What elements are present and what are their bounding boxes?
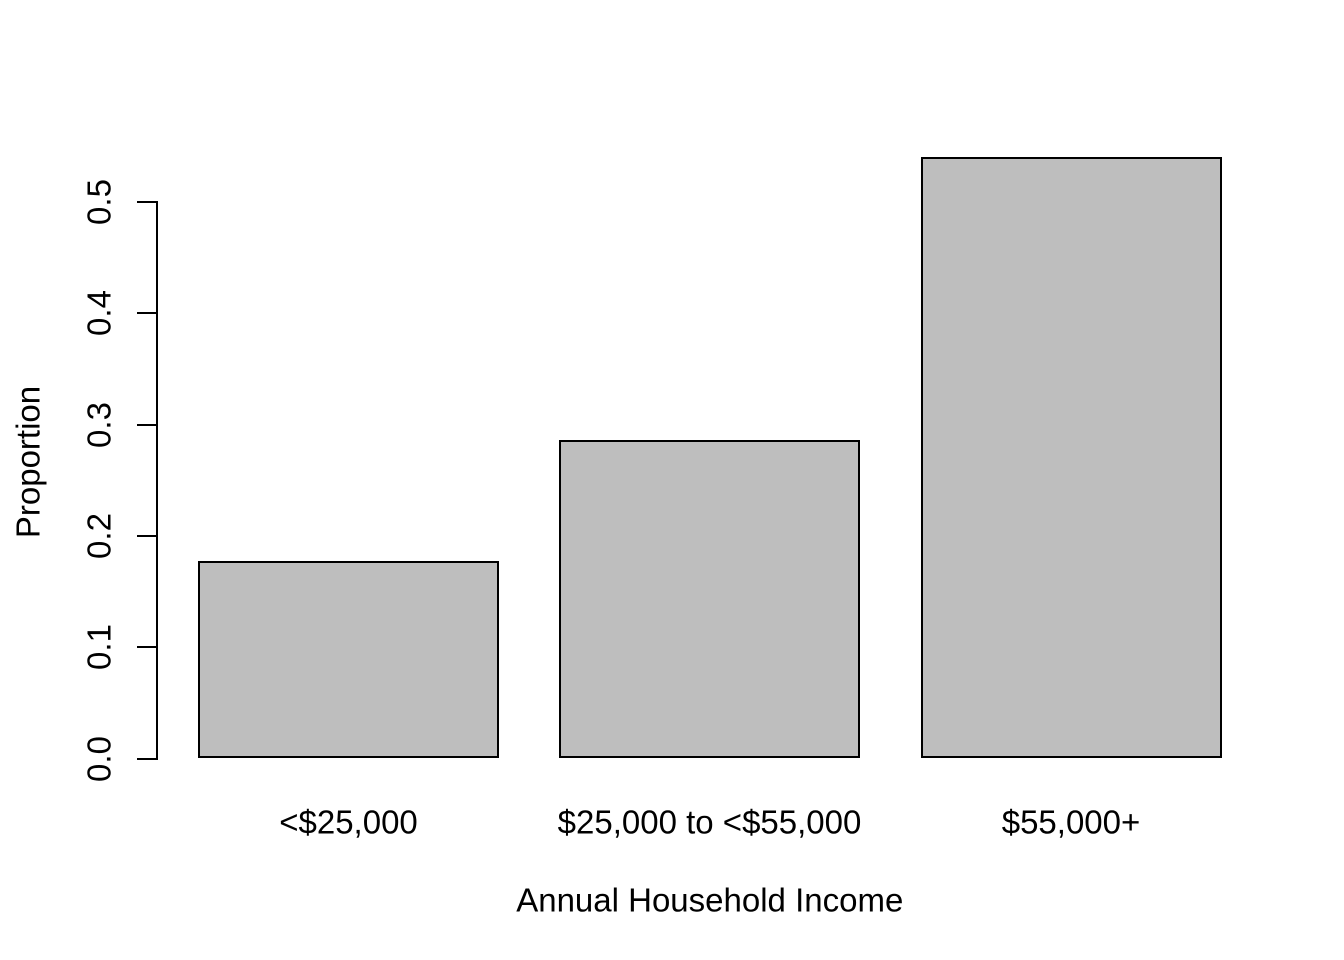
y-tick-mark: [137, 646, 157, 649]
y-tick-label: 0.0: [80, 735, 118, 782]
y-tick-label: 0.3: [80, 401, 118, 448]
y-tick-mark: [137, 201, 157, 203]
bar-1: [198, 561, 499, 759]
x-category-label: $55,000+: [1001, 803, 1141, 841]
bar-3: [920, 157, 1222, 759]
y-tick-label: 0.1: [80, 624, 118, 671]
y-tick-label: 0.5: [80, 179, 118, 225]
bar-2: [559, 440, 860, 759]
y-axis-title: Proportion: [9, 386, 47, 539]
y-tick-mark: [137, 423, 157, 426]
x-category-label: $25,000 to <$55,000: [557, 803, 862, 841]
y-tick-mark: [137, 757, 157, 760]
x-category-label: <$25,000: [279, 803, 418, 841]
y-tick-mark: [137, 534, 157, 537]
x-axis-title: Annual Household Income: [516, 881, 904, 919]
y-tick-label: 0.2: [80, 512, 118, 559]
y-tick-label: 0.4: [80, 290, 118, 337]
y-tick-mark: [137, 312, 157, 315]
y-axis-line: [156, 201, 158, 760]
